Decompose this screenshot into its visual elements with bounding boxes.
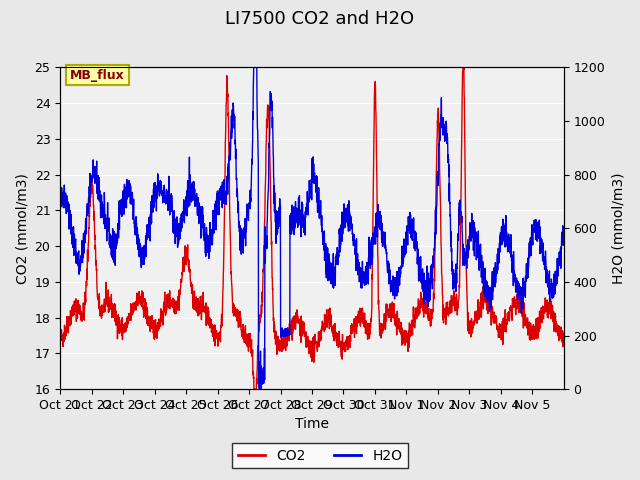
X-axis label: Time: Time: [295, 418, 329, 432]
Y-axis label: H2O (mmol/m3): H2O (mmol/m3): [611, 172, 625, 284]
Y-axis label: CO2 (mmol/m3): CO2 (mmol/m3): [15, 173, 29, 284]
Legend: CO2, H2O: CO2, H2O: [232, 443, 408, 468]
Text: LI7500 CO2 and H2O: LI7500 CO2 and H2O: [225, 10, 415, 28]
Text: MB_flux: MB_flux: [70, 69, 125, 82]
